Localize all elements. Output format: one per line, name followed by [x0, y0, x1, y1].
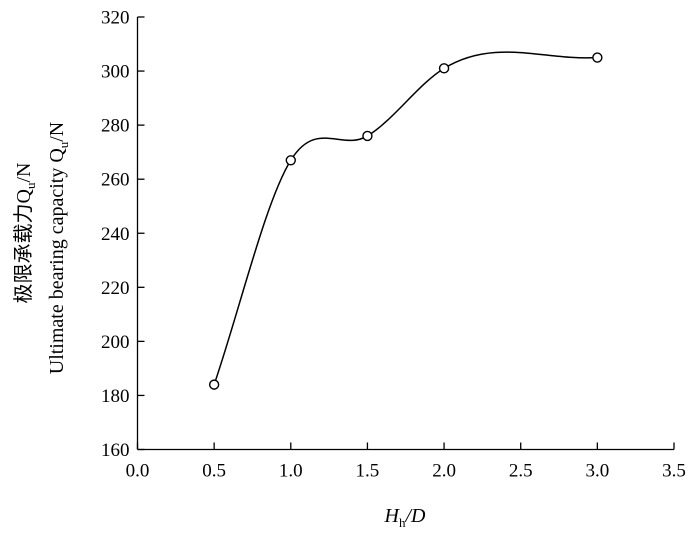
x-tick-label: 0.5	[202, 461, 226, 482]
y-axis-label-line2-tail: /N	[46, 122, 68, 142]
y-tick-label: 240	[101, 224, 130, 245]
data-points	[208, 52, 603, 390]
x-tick-label: 1.0	[279, 461, 303, 482]
y-axis-label-line2-main: Ultimate bearing capacity Q	[46, 148, 68, 375]
y-tick-label: 160	[101, 440, 130, 461]
series-line	[213, 51, 598, 385]
y-axis-label-line1: 极限承载力Qu/N	[12, 163, 38, 304]
y-ticks: 160 180 200 220 240 260 280 300 320	[101, 8, 145, 461]
data-point	[592, 52, 603, 63]
x-tick-label: 0.0	[126, 461, 150, 482]
y-tick-label: 300	[101, 62, 130, 83]
x-tick-label: 2.0	[432, 461, 456, 482]
x-axis-label-tail: /D	[404, 505, 426, 527]
x-tick-label: 3.0	[585, 461, 609, 482]
y-axis-label-line2-sub: u	[56, 141, 71, 148]
x-axis-label-main: H	[384, 505, 401, 527]
data-point	[208, 379, 220, 390]
y-axis-label-line2: Ultimate bearing capacity Qu/N	[46, 122, 71, 375]
data-point	[438, 63, 450, 74]
x-tick-label: 3.5	[662, 461, 686, 482]
y-tick-label: 220	[101, 278, 130, 299]
data-point	[362, 130, 373, 142]
y-axis-label-line1-tail: /N	[13, 163, 35, 183]
data-point	[285, 155, 296, 166]
y-axis-label-line1-main: 极限承载力Q	[12, 188, 35, 303]
x-tick-label: 1.5	[356, 461, 380, 482]
x-tick-label: 2.5	[509, 461, 533, 482]
x-ticks: 0.0 0.5 1.0 1.5 2.0 2.5 3.0 3.5	[126, 442, 686, 482]
y-tick-label: 260	[101, 170, 130, 191]
y-tick-label: 200	[101, 332, 130, 353]
y-tick-label: 280	[101, 116, 130, 137]
x-axis-label: Hh/D	[384, 505, 427, 530]
x-axis-label-sub: h	[399, 515, 406, 530]
y-tick-label: 320	[101, 8, 130, 29]
y-tick-label: 180	[101, 386, 130, 407]
y-axis-label-line1-sub: u	[23, 182, 38, 189]
